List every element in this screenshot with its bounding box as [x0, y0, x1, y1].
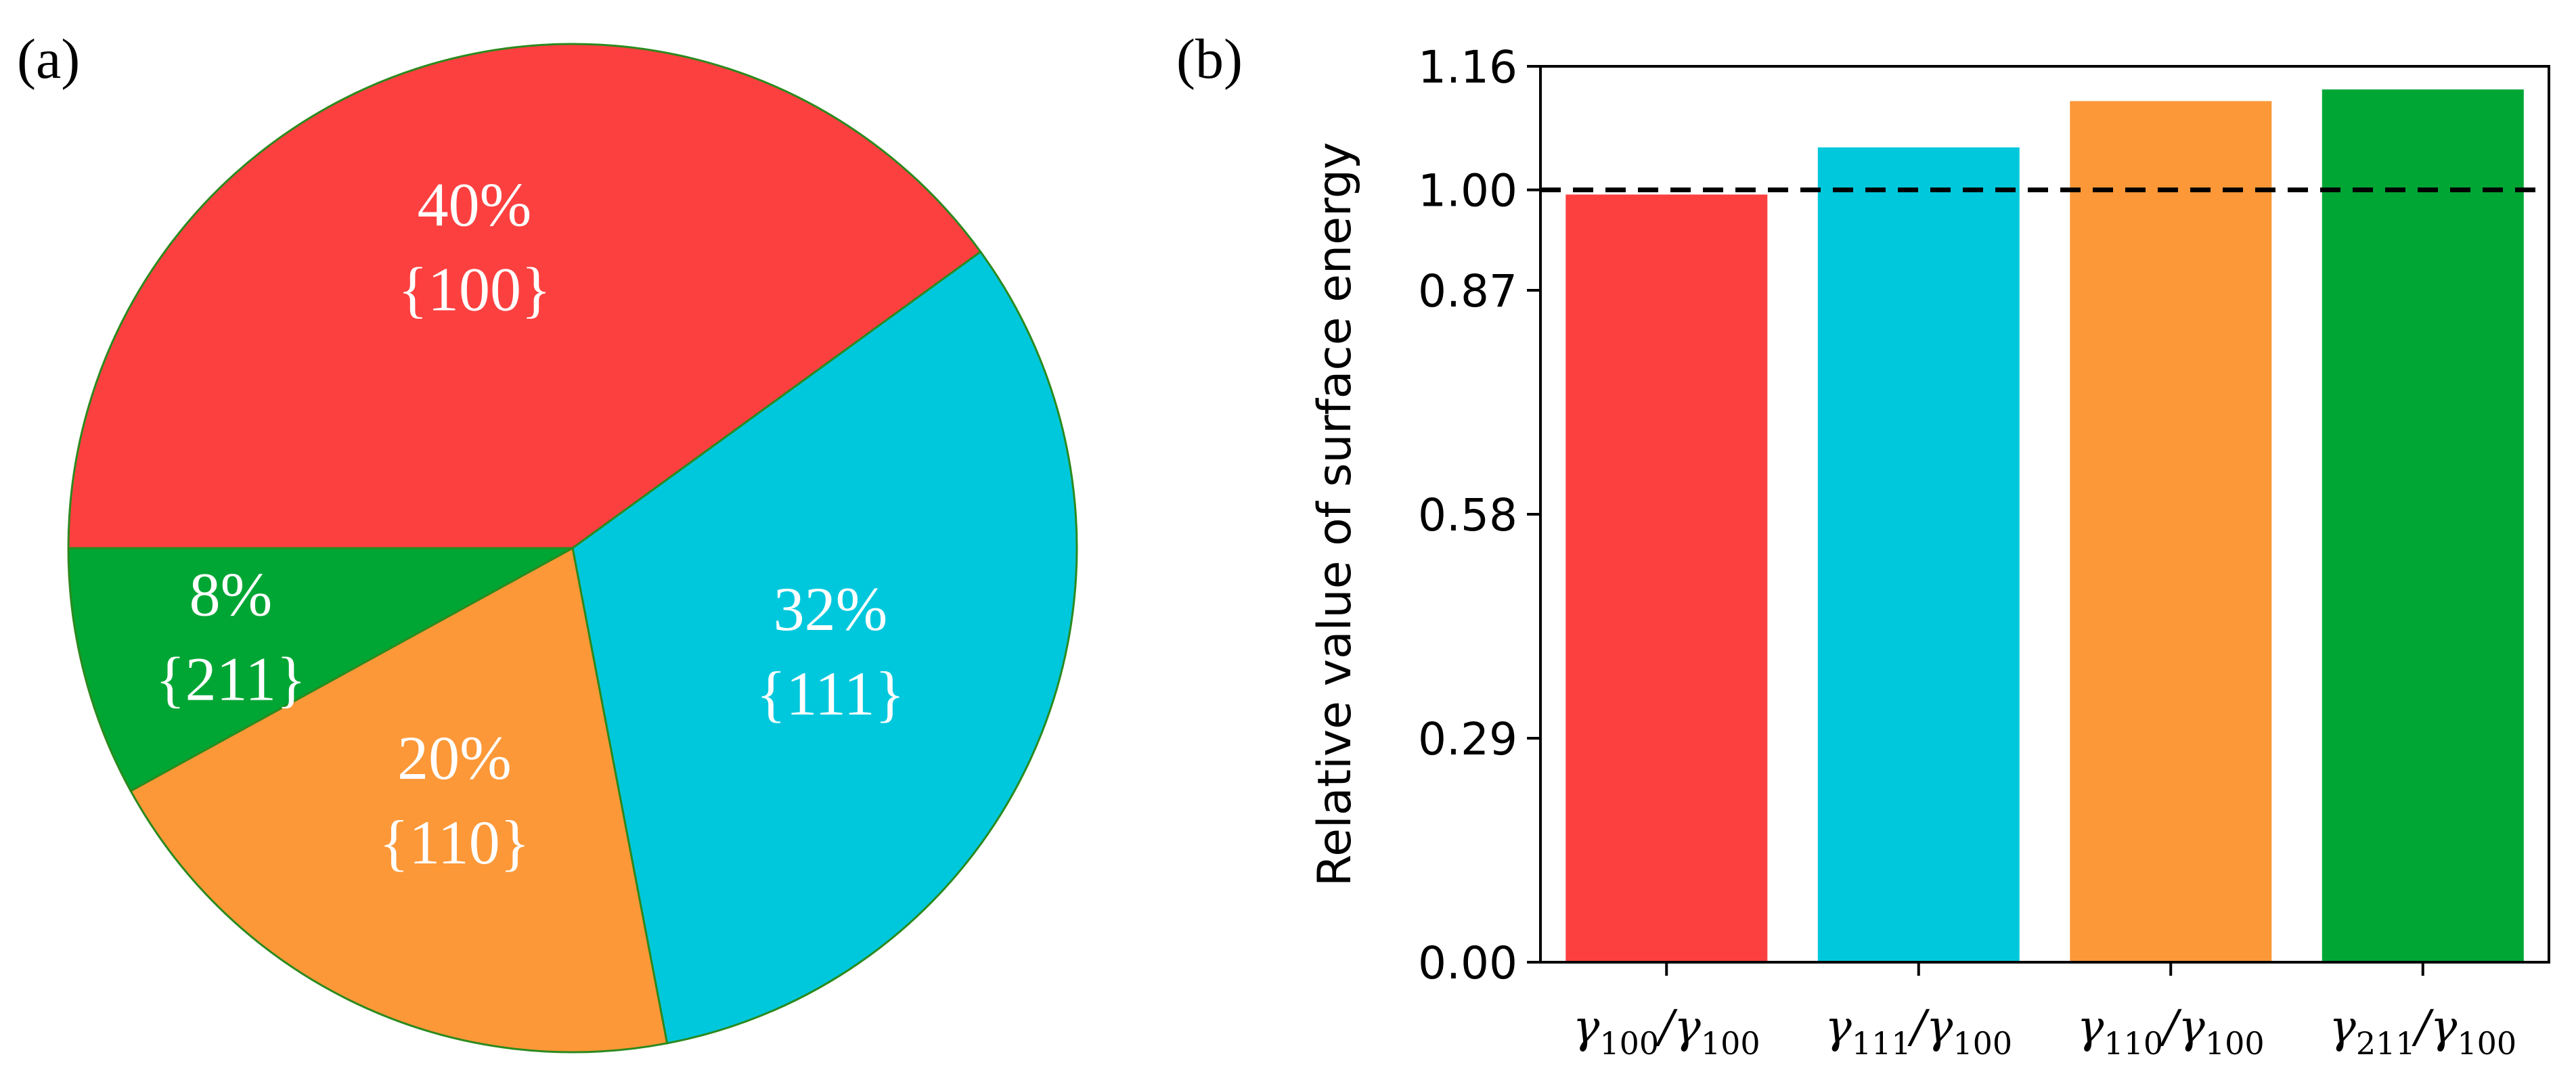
y-tick-label: 0.58 [1418, 489, 1517, 541]
y-tick-label: 1.00 [1418, 165, 1517, 217]
x-tick-label: γ100/γ100 [1573, 1001, 1760, 1062]
bar-211 [2322, 89, 2524, 963]
pie-slice-100 [67, 43, 982, 549]
bar-100 [1565, 194, 1768, 962]
bar-chart: 0.00 0.29 0.58 0.87 1.00 1.16 Relative value o… [1308, 41, 2550, 1062]
pie-slice-110 [129, 546, 669, 1054]
panel-b-label: (b) [1176, 28, 1243, 91]
pie-percent-label: 20% [397, 723, 512, 792]
pie-facet-label: {111} [756, 659, 905, 728]
y-tick-label: 0.87 [1418, 265, 1517, 317]
x-tick-label: γ110/γ100 [2077, 1001, 2265, 1062]
panel-a-label: (a) [17, 28, 80, 91]
y-axis-label: Relative value of surface energy [1308, 142, 1362, 886]
x-tick-label: γ211/γ100 [2329, 1001, 2516, 1062]
pie-slice-111 [571, 250, 1078, 1045]
pie-percent-label: 40% [418, 171, 532, 240]
pie-facet-label: {100} [398, 255, 551, 324]
pie-percent-label: 8% [190, 560, 273, 629]
x-tick-label: γ111/γ100 [1825, 1001, 2012, 1062]
y-tick-label: 0.29 [1418, 713, 1517, 765]
bar-111 [1817, 147, 2020, 962]
y-tick-label: 1.16 [1418, 41, 1517, 93]
pie-facet-label: {211} [155, 645, 306, 714]
bar-110 [2070, 101, 2272, 962]
y-tick-label: 0.00 [1418, 937, 1517, 989]
pie-slice-211 [67, 547, 573, 792]
pie-percent-label: 32% [774, 574, 888, 643]
pie-chart: 40% {100} 32% {111} 20% {110} 8% {211} [67, 43, 1078, 1054]
pie-facet-label: {110} [379, 808, 530, 877]
